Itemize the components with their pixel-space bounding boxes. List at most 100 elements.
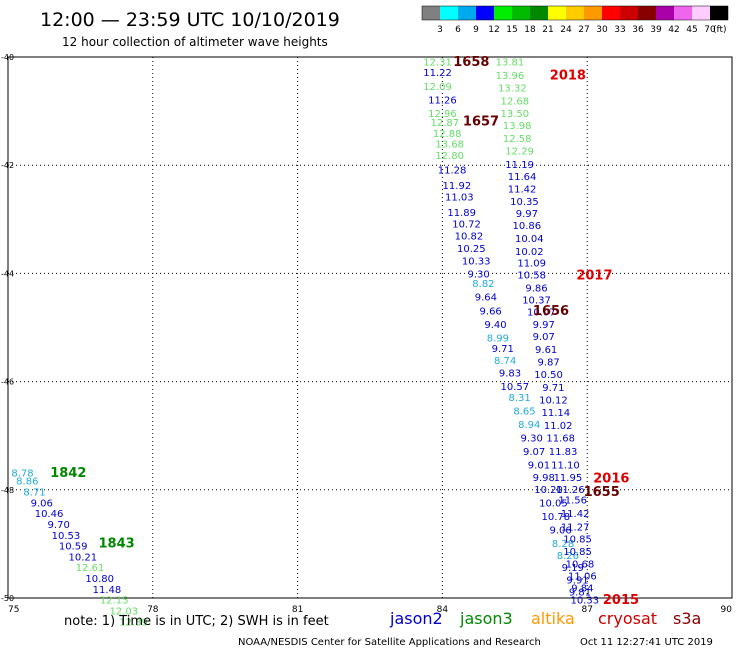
wave-height-label: 12.09 [423,82,452,93]
wave-height-label: 12.96 [428,109,457,120]
wave-height-label: 9.71 [492,344,514,355]
wave-height-label: 11.42 [561,509,590,520]
color-scale-swatch [584,6,602,20]
wave-height-label: 10.57 [500,382,529,393]
wave-height-label: 11.26 [428,95,457,106]
wave-height-label: 10.68 [566,559,595,570]
wave-height-label: 10.25 [457,244,486,255]
color-scale-swatch [692,6,710,20]
y-tick-label: -46 [1,378,14,387]
page-subtitle: 12 hour collection of altimeter wave hei… [62,35,328,49]
axis-ticks: 75 78 81 84 87 90 -40 -42 -44 -46 -48 -50 [1,53,732,615]
wave-height-label: 9.40 [484,320,506,331]
pass-time-label: 1843 [99,536,135,551]
wave-height-label: 9.30 [467,269,489,280]
color-scale-tick-label: 18 [524,25,536,35]
wave-height-label: 11.03 [445,193,474,204]
wave-height-label: 10.04 [515,234,544,245]
wave-height-label: 13.68 [435,140,464,151]
wave-height-label: 12.29 [505,147,534,158]
wave-height-label: 10.82 [455,232,484,243]
color-scale-tick-label: 30 [596,25,608,35]
wave-height-label: 11.19 [505,160,534,171]
wave-height-label: 9.06 [550,525,572,536]
wave-height-label: 8.65 [513,406,535,417]
x-tick-label: 84 [437,605,449,615]
page-title: 12:00 — 23:59 UTC 10/10/2019 [40,9,340,31]
color-scale-swatch [602,6,620,20]
wave-height-label: 9.70 [48,520,70,531]
wave-height-label: 12.39 [119,617,148,628]
color-scale-swatch [710,6,728,20]
wave-height-label: 10.35 [510,197,539,208]
wave-height-label: 9.81 [569,588,591,599]
wave-height-label: 10.85 [563,547,592,558]
wave-height-label: 11.26 [556,485,585,496]
color-scale-swatch [494,6,512,20]
wave-height-label: 11.42 [508,185,537,196]
wave-height-label: 12.03 [110,607,139,618]
wave-height-label: 12.15 [100,596,129,607]
y-tick-label: -44 [1,269,14,278]
grid-lines [8,57,732,598]
wave-height-label: 10.37 [522,295,551,306]
wave-height-label: 10.59 [59,542,88,553]
pass-time-label: 1655 [584,485,620,500]
x-tick-label: 81 [292,605,303,615]
color-scale-swatch [566,6,584,20]
wave-height-label: 9.07 [523,447,545,458]
wave-height-label: 9.97 [533,320,555,331]
color-scale-swatch [656,6,674,20]
wave-height-label: 10.05 [539,498,568,509]
wave-height-label: 11.28 [438,166,467,177]
x-tick-label: 90 [721,605,733,615]
wave-height-label: 8.82 [472,279,494,290]
color-scale-tick-label: 45 [686,25,697,35]
wave-height-label: 13.32 [498,83,527,94]
color-scale-bar: 3 6 9 12 15 18 21 24 27 30 33 36 39 42 45 70 [421,5,729,35]
wave-height-label: 10.72 [452,220,481,231]
y-tick-label: -42 [1,161,14,170]
wave-height-label: 10.58 [517,271,546,282]
color-scale-swatch [548,6,566,20]
wave-height-label: 10.46 [35,509,64,520]
plot-area: 75 78 81 84 87 90-40-42-44-46-48-50 12.3111.2… [1,53,733,628]
wave-height-label: 10.07 [527,307,556,318]
pass-time-label: 2018 [550,68,586,83]
color-scale-tick-label: 70 [704,25,716,35]
wave-height-label: 9.06 [31,498,53,509]
wave-height-label: 10.33 [462,256,491,267]
wave-height-label: 8.94 [518,420,540,431]
color-scale-tick-label: 12 [488,25,499,35]
color-scale-swatch [530,6,548,20]
x-tick-label: 78 [147,605,159,615]
color-scale-swatch [422,6,440,20]
wave-height-label: 12.58 [503,134,532,145]
wave-height-label: 11.14 [542,408,571,419]
footer-timestamp: Oct 11 12:27:41 UTC 2019 [580,637,713,648]
pass-time-label: 1842 [50,466,86,481]
wave-height-label: 8.26 [557,551,579,562]
wave-height-label: 12.80 [435,151,464,162]
legend-s3a: s3a [673,609,701,628]
pass-time-label: 2015 [603,593,639,608]
wave-height-label: 13.50 [500,109,529,120]
wave-height-label: 8.28 [552,539,574,550]
wave-height-label: 8.99 [487,333,509,344]
legend-altika: altika [531,609,575,628]
x-tick-label: 87 [581,605,592,615]
wave-height-label: 12.68 [500,96,529,107]
wave-height-label: 9.66 [480,306,502,317]
wave-height-label: 9.30 [521,433,543,444]
wave-height-label: 11.56 [558,496,587,507]
wave-height-label: 13.81 [496,57,525,68]
wave-height-label: 8.71 [23,488,45,499]
color-scale-tick-label: 15 [506,25,517,35]
wave-height-label: 10.20 [534,485,563,496]
wave-height-label: 9.01 [528,460,550,471]
color-scale-tick-label: 9 [473,25,479,35]
legend-cryosat: cryosat [598,609,657,628]
wave-height-label: 11.02 [544,421,573,432]
wave-height-label: 10.80 [85,574,114,585]
